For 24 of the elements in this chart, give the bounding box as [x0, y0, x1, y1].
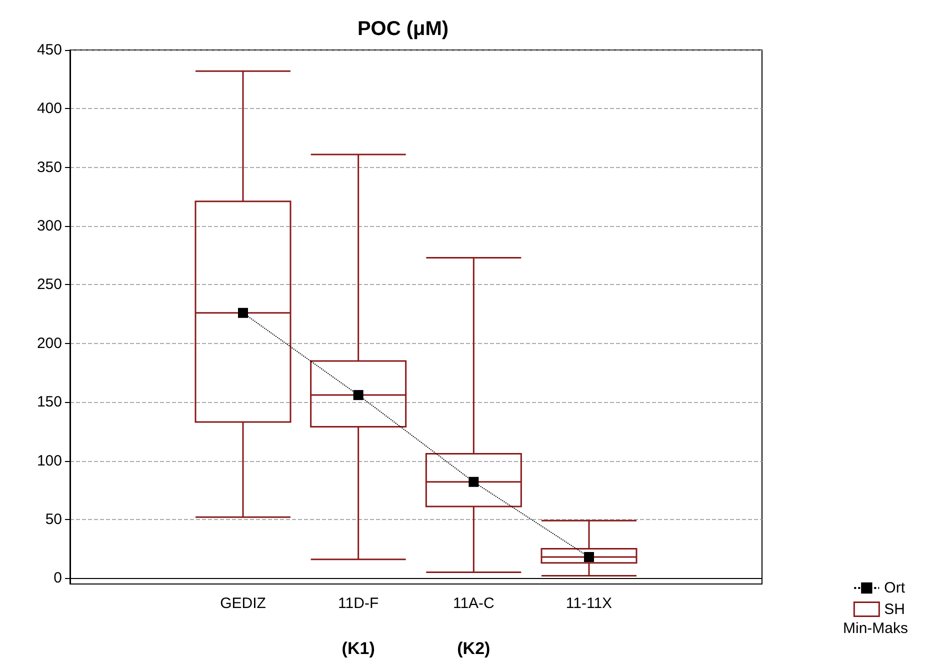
y-tick-label: 100: [36, 452, 62, 470]
text: (K1): [342, 639, 375, 658]
point: [468, 476, 479, 487]
y-tick-label: 400: [36, 100, 62, 118]
legend-label: SH: [884, 600, 906, 618]
x-tick-label: 11D-F: [338, 595, 379, 612]
text: Min-Maks: [843, 620, 908, 637]
text: (K2): [457, 639, 490, 658]
point: [238, 308, 248, 318]
x-tick-label: 11A-C: [452, 595, 495, 612]
legend-label: Ort: [884, 580, 906, 596]
y-tick-label: 300: [36, 218, 62, 235]
x-tick-label: 11-11X: [566, 595, 612, 612]
chart-title: POC (μM): [357, 18, 449, 40]
y-tick-label: 200: [36, 334, 62, 352]
y-tick-label: 450: [36, 42, 62, 58]
point: [353, 390, 364, 400]
point: [584, 552, 594, 562]
y-tick-label: 50: [45, 510, 62, 528]
y-tick-label: 250: [36, 276, 62, 294]
y-tick-label: 0: [54, 570, 62, 587]
y-tick-label: 150: [36, 394, 62, 411]
y-tick-label: 350: [36, 158, 62, 176]
x-tick-label: GEDIZ: [220, 595, 266, 612]
